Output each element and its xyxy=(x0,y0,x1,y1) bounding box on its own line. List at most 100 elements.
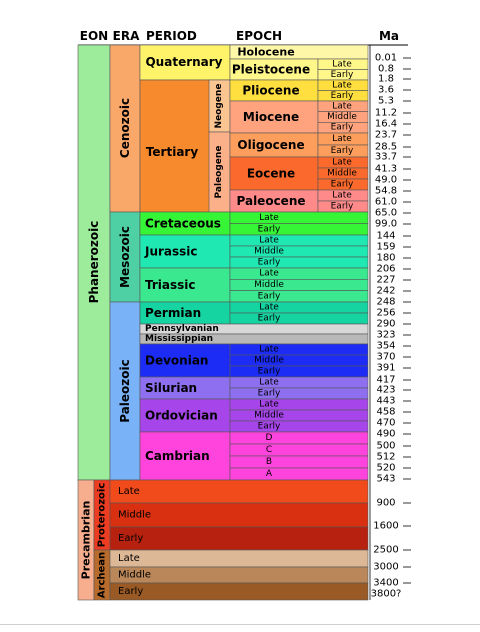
header-eon: EON xyxy=(80,29,108,43)
stage-jurassic-0 xyxy=(229,234,369,247)
stage-cambrian-1 xyxy=(229,443,369,457)
stage-permian-1 xyxy=(229,312,369,325)
stage-proterozoic-0-label: Late xyxy=(118,486,140,497)
stage-archean-2 xyxy=(109,582,369,601)
ma-label: 41.3 xyxy=(375,164,397,175)
epoch-paleocene-label: Paleocene xyxy=(237,194,306,208)
stage-oligocene-0-label: Late xyxy=(332,134,352,144)
epoch-eocene xyxy=(229,156,319,191)
stage-devonian-1-label: Middle xyxy=(254,356,284,366)
ma-label: 0.01 xyxy=(375,53,397,64)
stage-proterozoic-1 xyxy=(109,502,369,528)
era-mesozoic xyxy=(109,211,141,303)
period-devonian-label: Devonian xyxy=(145,354,208,368)
ma-label: 159 xyxy=(376,242,395,253)
period-ordovician-label: Ordovician xyxy=(145,409,218,423)
ma-label: 490 xyxy=(376,429,395,440)
stage-silurian-1-label: Early xyxy=(258,389,281,399)
stage-triassic-1 xyxy=(229,279,369,291)
stage-archean-0 xyxy=(109,549,369,568)
stage-cambrian-0 xyxy=(229,431,369,445)
header-epoch: EPOCH xyxy=(236,29,282,43)
stage-cretaceous-1 xyxy=(229,223,369,236)
period-triassic-label: Triassic xyxy=(145,278,196,292)
ma-label: 99.0 xyxy=(375,219,397,230)
ma-label: 54.8 xyxy=(375,186,397,197)
ma-label: 423 xyxy=(376,385,395,396)
period-cretaceous-label: Cretaceous xyxy=(145,217,221,231)
stage-pleistocene-1-label: Early xyxy=(331,70,354,80)
period-jurassic-label: Jurassic xyxy=(144,245,198,259)
stage-ordovician-1 xyxy=(229,409,369,422)
stage-cretaceous-0-label: Late xyxy=(259,213,279,223)
epoch-miocene xyxy=(229,100,319,134)
ma-label: 512 xyxy=(376,452,395,463)
ma-label: 227 xyxy=(376,275,395,286)
stage-silurian-0-label: Late xyxy=(259,378,279,388)
header-era: ERA xyxy=(113,29,140,43)
epoch-miocene-label: Miocene xyxy=(243,110,299,124)
stage-ordovician-2 xyxy=(229,420,369,433)
stage-cretaceous-1-label: Early xyxy=(258,224,281,234)
epoch-oligocene xyxy=(229,132,319,158)
period-tertiary-label: Tertiary xyxy=(146,145,199,159)
epoch-holocene-label: Holocene xyxy=(237,46,294,59)
ma-label: 3400 xyxy=(373,578,398,589)
ma-label: 458 xyxy=(376,407,395,418)
ma-label: 180 xyxy=(376,253,395,264)
era-paleozoic-label: Paleozoic xyxy=(118,359,132,423)
eon-precambrian-label: Precambrian xyxy=(80,501,93,580)
stage-cambrian-2 xyxy=(229,455,369,469)
ma-label: 49.0 xyxy=(375,175,397,186)
stage-miocene-2-label: Early xyxy=(331,123,354,133)
epoch-oligocene-label: Oligocene xyxy=(237,138,304,152)
ma-label: 443 xyxy=(376,396,395,407)
era-mesozoic-label: Mesozoic xyxy=(118,226,132,288)
stage-jurassic-1 xyxy=(229,245,369,258)
stage-triassic-1-label: Middle xyxy=(254,280,284,290)
stage-jurassic-1-label: Middle xyxy=(254,247,284,257)
stage-proterozoic-2-label: Early xyxy=(118,533,143,544)
stage-paleocene-0-label: Late xyxy=(332,191,352,201)
period-quaternary xyxy=(139,44,231,81)
stage-eocene-2-label: Early xyxy=(331,180,354,190)
ma-label: 900 xyxy=(376,498,395,509)
ma-label: 290 xyxy=(376,319,395,330)
eon-phanerozoic-label: Phanerozoic xyxy=(87,221,101,304)
ma-label: 248 xyxy=(376,297,395,308)
stage-jurassic-0-label: Late xyxy=(259,236,279,246)
stage-permian-1-label: Early xyxy=(258,314,281,324)
ma-label: 3000 xyxy=(373,562,398,573)
stage-eocene-1-label: Middle xyxy=(327,169,357,179)
period-cambrian xyxy=(139,431,231,481)
stage-eocene-0-label: Late xyxy=(332,158,352,168)
stage-ordovician-2-label: Early xyxy=(258,422,281,432)
ma-label: 16.4 xyxy=(375,119,397,130)
era-paleozoic xyxy=(109,301,141,481)
stage-proterozoic-2 xyxy=(109,526,369,551)
ma-label: 323 xyxy=(376,330,395,341)
stage-pleistocene-0-label: Late xyxy=(332,59,352,69)
ma-label: 144 xyxy=(376,231,395,242)
stage-devonian-2 xyxy=(229,365,369,378)
stage-permian-0-label: Late xyxy=(259,303,279,313)
stage-oligocene-1-label: Early xyxy=(331,146,354,156)
stage-devonian-2-label: Early xyxy=(258,367,281,377)
period-cambrian-label: Cambrian xyxy=(145,449,210,463)
stage-silurian-1 xyxy=(229,387,369,400)
header-ma: Ma xyxy=(379,29,399,43)
stage-proterozoic-1-label: Middle xyxy=(118,510,151,521)
stage-cretaceous-0 xyxy=(229,211,369,224)
subperiod-paleogene-label: Paleogene xyxy=(214,146,224,199)
bottom-rule xyxy=(0,624,480,625)
ma-label: 65.0 xyxy=(375,208,397,219)
period-pennsylvanian-label: Pennsylvanian xyxy=(145,324,219,334)
era-proterozoic-label: Proterozoic xyxy=(97,483,108,548)
period-jurassic xyxy=(139,234,231,269)
period-silurian-label: Silurian xyxy=(145,381,197,395)
ma-label: 417 xyxy=(376,375,395,386)
stage-paleocene-1-label: Early xyxy=(331,202,354,212)
ma-label: 391 xyxy=(376,363,395,374)
stage-silurian-0 xyxy=(229,376,369,389)
